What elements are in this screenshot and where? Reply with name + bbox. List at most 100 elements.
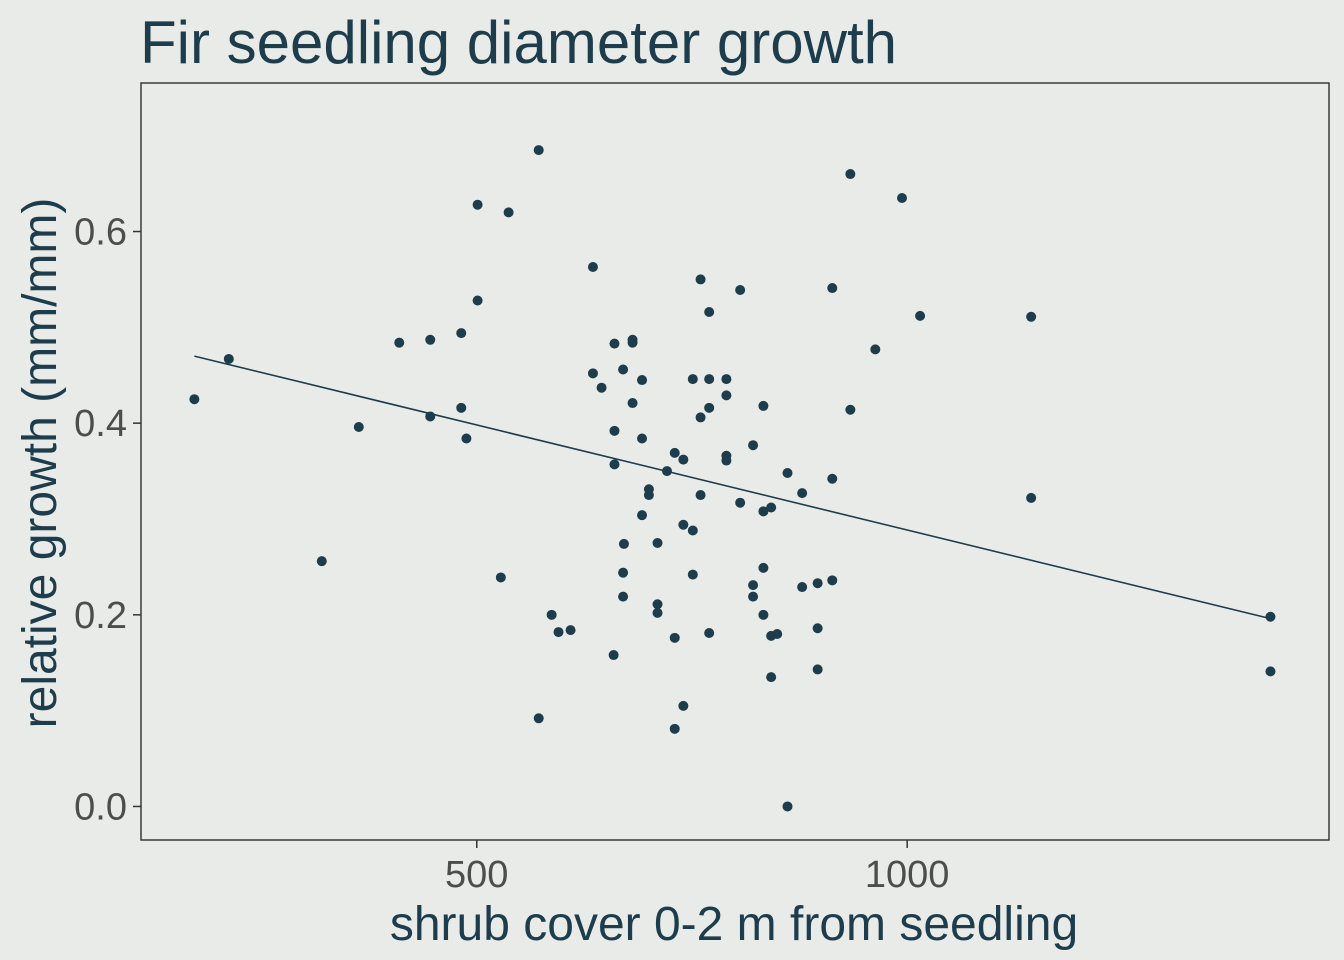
data-point	[704, 307, 715, 318]
data-point	[797, 582, 808, 593]
data-point	[618, 364, 629, 375]
data-point	[472, 199, 483, 210]
data-point	[782, 801, 793, 812]
data-point	[456, 328, 467, 339]
data-point	[758, 506, 769, 517]
plot-panel	[140, 82, 1330, 841]
data-point	[652, 607, 663, 618]
data-point	[827, 473, 838, 484]
data-point	[687, 374, 698, 385]
data-point	[587, 261, 598, 272]
data-point	[618, 567, 629, 578]
data-point	[503, 207, 514, 218]
y-tick-label: 0.4	[74, 403, 127, 445]
data-point	[687, 569, 698, 580]
chart-title: Fir seedling diameter growth	[140, 9, 897, 76]
data-point	[316, 556, 327, 567]
data-point	[758, 562, 769, 573]
data-point	[608, 650, 619, 661]
data-point	[782, 467, 793, 478]
data-point	[1265, 611, 1276, 622]
data-point	[1265, 666, 1276, 677]
data-point	[546, 609, 557, 620]
data-point	[669, 632, 680, 643]
data-point	[845, 404, 856, 415]
data-point	[827, 283, 838, 294]
data-point	[587, 368, 598, 379]
data-point	[797, 488, 808, 499]
x-tick-label: 1000	[865, 854, 950, 896]
data-point	[609, 459, 620, 470]
data-point	[353, 422, 364, 433]
data-point	[1026, 492, 1037, 503]
y-tick-label: 0.6	[74, 212, 127, 254]
data-point	[637, 433, 648, 444]
data-point	[695, 274, 706, 285]
data-point	[661, 466, 672, 477]
y-tick-label: 0.0	[74, 786, 127, 828]
data-point	[748, 580, 759, 591]
data-points	[189, 145, 1276, 812]
data-point	[812, 664, 823, 675]
data-point	[425, 334, 436, 345]
data-point	[189, 394, 200, 405]
data-point	[652, 537, 663, 548]
data-point	[721, 374, 732, 385]
x-axis-title: shrub cover 0-2 m from seedling	[390, 898, 1078, 951]
data-point	[533, 145, 544, 156]
data-point	[565, 625, 576, 636]
data-point	[827, 575, 838, 586]
data-point	[643, 490, 654, 501]
data-point	[618, 591, 629, 602]
data-point	[472, 295, 483, 306]
data-point	[758, 400, 769, 411]
data-point	[687, 525, 698, 536]
data-point	[721, 455, 732, 466]
data-point	[627, 337, 638, 348]
data-point	[766, 672, 777, 683]
data-point	[772, 628, 783, 639]
data-point	[721, 390, 732, 401]
data-point	[748, 591, 759, 602]
data-point	[748, 440, 759, 451]
data-point	[456, 402, 467, 413]
data-point	[223, 353, 234, 364]
data-point	[596, 382, 607, 393]
data-point	[553, 627, 564, 638]
axis-ticks: 500 1000 0.0 0.2 0.4 0.6	[74, 212, 949, 896]
data-point	[897, 192, 908, 203]
data-point	[609, 338, 620, 349]
data-point	[812, 578, 823, 589]
data-point	[637, 375, 648, 386]
data-point	[495, 572, 506, 583]
data-point	[637, 510, 648, 521]
data-point	[695, 412, 706, 423]
data-point	[533, 713, 544, 724]
data-point	[678, 519, 689, 530]
data-point	[627, 398, 638, 409]
data-point	[704, 402, 715, 413]
data-point	[609, 425, 620, 436]
data-point	[678, 700, 689, 711]
data-point	[735, 497, 746, 508]
data-point	[735, 284, 746, 295]
data-point	[425, 411, 436, 422]
y-tick-label: 0.2	[74, 595, 127, 637]
data-point	[678, 454, 689, 465]
trend-line	[194, 355, 1271, 620]
data-point	[1026, 311, 1037, 322]
data-point	[669, 723, 680, 734]
data-point	[915, 310, 926, 321]
data-point	[461, 433, 472, 444]
data-point	[394, 337, 405, 348]
data-point	[618, 538, 629, 549]
data-point	[845, 169, 856, 180]
y-axis-title: relative growth (mm/mm)	[14, 198, 67, 729]
data-point	[704, 628, 715, 639]
x-tick-label: 500	[445, 854, 508, 896]
data-point	[812, 623, 823, 634]
data-point	[669, 447, 680, 458]
data-point	[652, 599, 663, 610]
data-point	[695, 490, 706, 501]
